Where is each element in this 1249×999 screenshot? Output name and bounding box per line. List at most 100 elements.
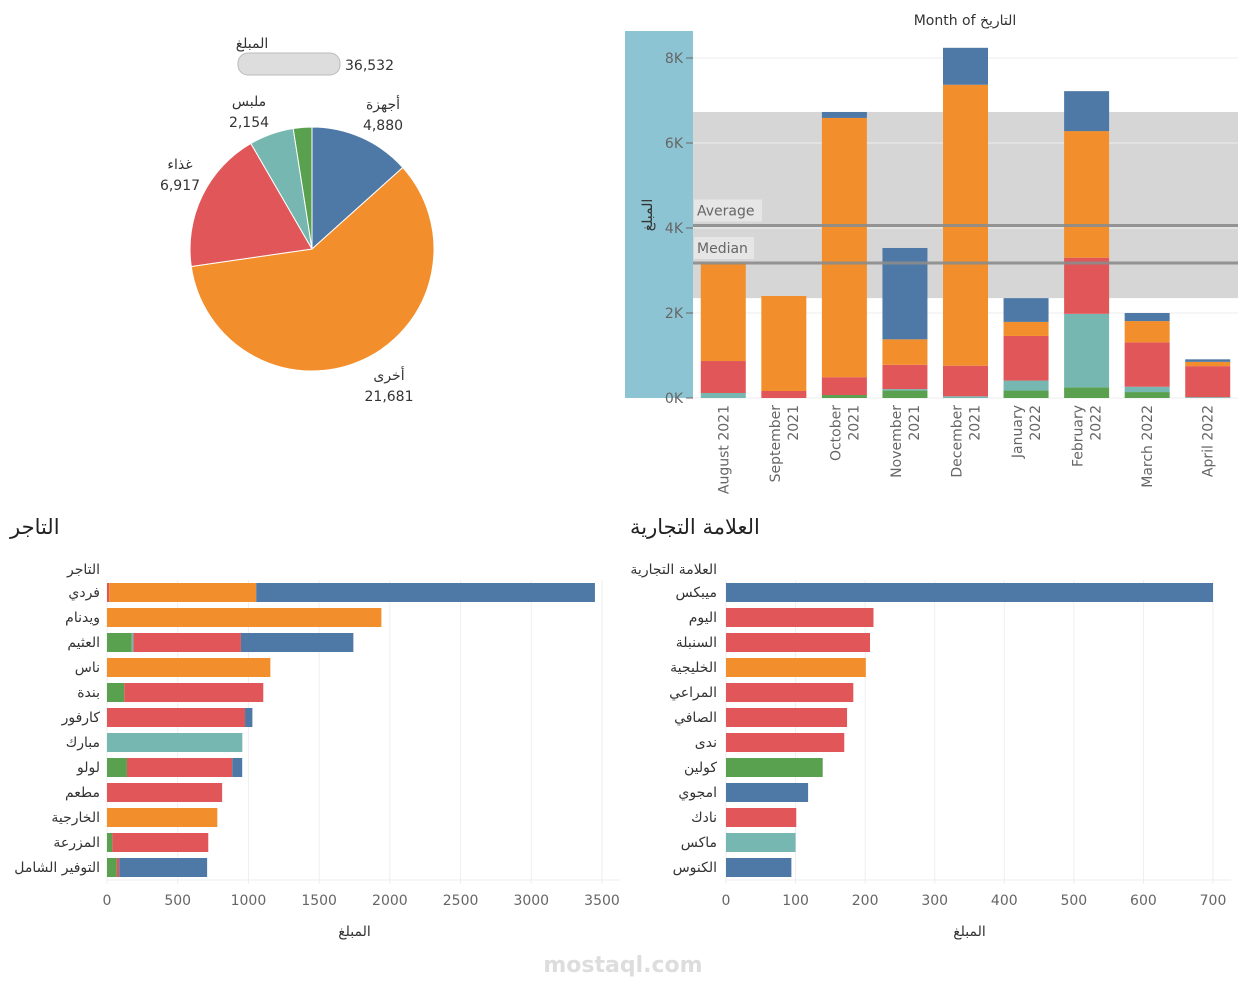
bar-segment[interactable]: [726, 758, 823, 777]
bar-segment[interactable]: [133, 633, 241, 652]
bar-segment[interactable]: [1003, 390, 1049, 398]
bar-segment[interactable]: [943, 365, 988, 397]
reference-line-label: Median: [697, 241, 748, 257]
pie-slice[interactable]: [189, 142, 313, 268]
bar-segment[interactable]: [726, 733, 845, 752]
pie-slice[interactable]: [311, 126, 404, 251]
bar-segment[interactable]: [107, 758, 127, 777]
row-label: ويدنام: [65, 610, 100, 626]
bar-segment[interactable]: [1185, 359, 1231, 362]
bar-segment[interactable]: [882, 390, 928, 398]
bar-segment[interactable]: [107, 858, 117, 877]
pie-slice-value: 4,880: [363, 118, 403, 134]
column-header: التاجر: [66, 562, 100, 578]
x-tick-label: 200: [852, 893, 879, 909]
bar-segment[interactable]: [821, 395, 867, 398]
bar-segment[interactable]: [1003, 298, 1049, 322]
x-tick-label-year: 2021: [968, 405, 984, 441]
bar-segment[interactable]: [1124, 321, 1170, 343]
row-label: ميبكس: [675, 585, 717, 601]
bar-segment[interactable]: [1003, 380, 1049, 391]
bar-segment[interactable]: [1064, 257, 1110, 314]
bar-segment[interactable]: [119, 858, 208, 877]
bar-segment[interactable]: [700, 361, 746, 393]
bar-segment[interactable]: [882, 339, 928, 365]
bar-segment[interactable]: [107, 658, 271, 677]
row-label: الصافي: [674, 710, 717, 726]
bar-segment[interactable]: [240, 633, 354, 652]
pie-slice-value: 21,681: [365, 389, 414, 405]
bar-segment[interactable]: [761, 390, 807, 398]
bar-segment[interactable]: [726, 608, 874, 627]
bar-segment[interactable]: [1124, 386, 1170, 393]
bar-segment[interactable]: [943, 47, 988, 85]
bar-segment[interactable]: [726, 708, 848, 727]
bar-segment[interactable]: [726, 783, 809, 802]
row-label: بندة: [77, 685, 100, 701]
bar-segment[interactable]: [107, 733, 243, 752]
bar-segment[interactable]: [245, 708, 253, 727]
bar-segment[interactable]: [726, 633, 871, 652]
chart-title: Month of التاريخ: [914, 13, 1017, 29]
bar-segment[interactable]: [1003, 321, 1049, 336]
bar-segment[interactable]: [726, 808, 797, 827]
bar-segment[interactable]: [1124, 392, 1170, 398]
bar-segment[interactable]: [1185, 366, 1231, 398]
bar-segment[interactable]: [131, 633, 134, 652]
bar-segment[interactable]: [107, 783, 223, 802]
bar-segment[interactable]: [1185, 361, 1231, 367]
bar-segment[interactable]: [107, 808, 218, 827]
bar-segment[interactable]: [112, 833, 209, 852]
bar-segment[interactable]: [232, 758, 243, 777]
bar-segment[interactable]: [107, 633, 132, 652]
bar-segment[interactable]: [1124, 342, 1170, 387]
bar-segment[interactable]: [1064, 313, 1110, 388]
row-label: ماكس: [681, 835, 717, 851]
bar-segment[interactable]: [1064, 91, 1110, 132]
bar-segment[interactable]: [726, 683, 854, 702]
bar-segment[interactable]: [109, 583, 257, 602]
bar-segment[interactable]: [107, 683, 125, 702]
bar-segment[interactable]: [126, 758, 233, 777]
reference-label-box: [694, 237, 754, 260]
bar-segment[interactable]: [882, 389, 928, 391]
legend-size-slider[interactable]: [237, 52, 341, 76]
x-tick-label: 500: [1060, 893, 1087, 909]
bar-segment[interactable]: [726, 858, 792, 877]
bar-segment[interactable]: [1064, 387, 1110, 398]
bar-segment[interactable]: [107, 608, 382, 627]
bar-segment[interactable]: [726, 658, 866, 677]
bar-segment[interactable]: [124, 683, 264, 702]
bar-segment[interactable]: [116, 858, 120, 877]
bar-segment[interactable]: [761, 296, 807, 391]
bar-segment[interactable]: [107, 708, 246, 727]
bar-segment[interactable]: [1003, 335, 1049, 381]
bar-segment[interactable]: [821, 377, 867, 396]
bar-segment[interactable]: [107, 833, 113, 852]
x-tick-label: January 2022: [1010, 405, 1044, 459]
pie-slice-label: أجهزة: [366, 95, 400, 113]
x-tick-label: 600: [1130, 893, 1157, 909]
row-label: ناس: [75, 660, 100, 676]
pie-slice[interactable]: [292, 126, 313, 250]
bar-segment[interactable]: [821, 117, 867, 378]
x-tick-label: August 2021: [716, 405, 732, 494]
bar-segment[interactable]: [821, 111, 867, 118]
bar-segment[interactable]: [1124, 313, 1170, 322]
x-tick-label-month: November: [889, 405, 905, 478]
row-label: المراعي: [669, 685, 717, 701]
bar-segment[interactable]: [1185, 397, 1231, 398]
bar-segment[interactable]: [700, 263, 746, 362]
bar-segment[interactable]: [943, 396, 988, 398]
pie-slice[interactable]: [190, 166, 435, 372]
bar-segment[interactable]: [726, 583, 1213, 602]
row-label: ندى: [695, 735, 717, 751]
bar-segment[interactable]: [726, 833, 796, 852]
x-tick-label: December 2021: [950, 405, 984, 478]
bar-segment[interactable]: [1064, 131, 1110, 258]
bar-segment[interactable]: [256, 583, 595, 602]
bar-segment[interactable]: [700, 392, 746, 398]
bar-segment[interactable]: [882, 364, 928, 390]
bar-segment[interactable]: [107, 583, 110, 602]
